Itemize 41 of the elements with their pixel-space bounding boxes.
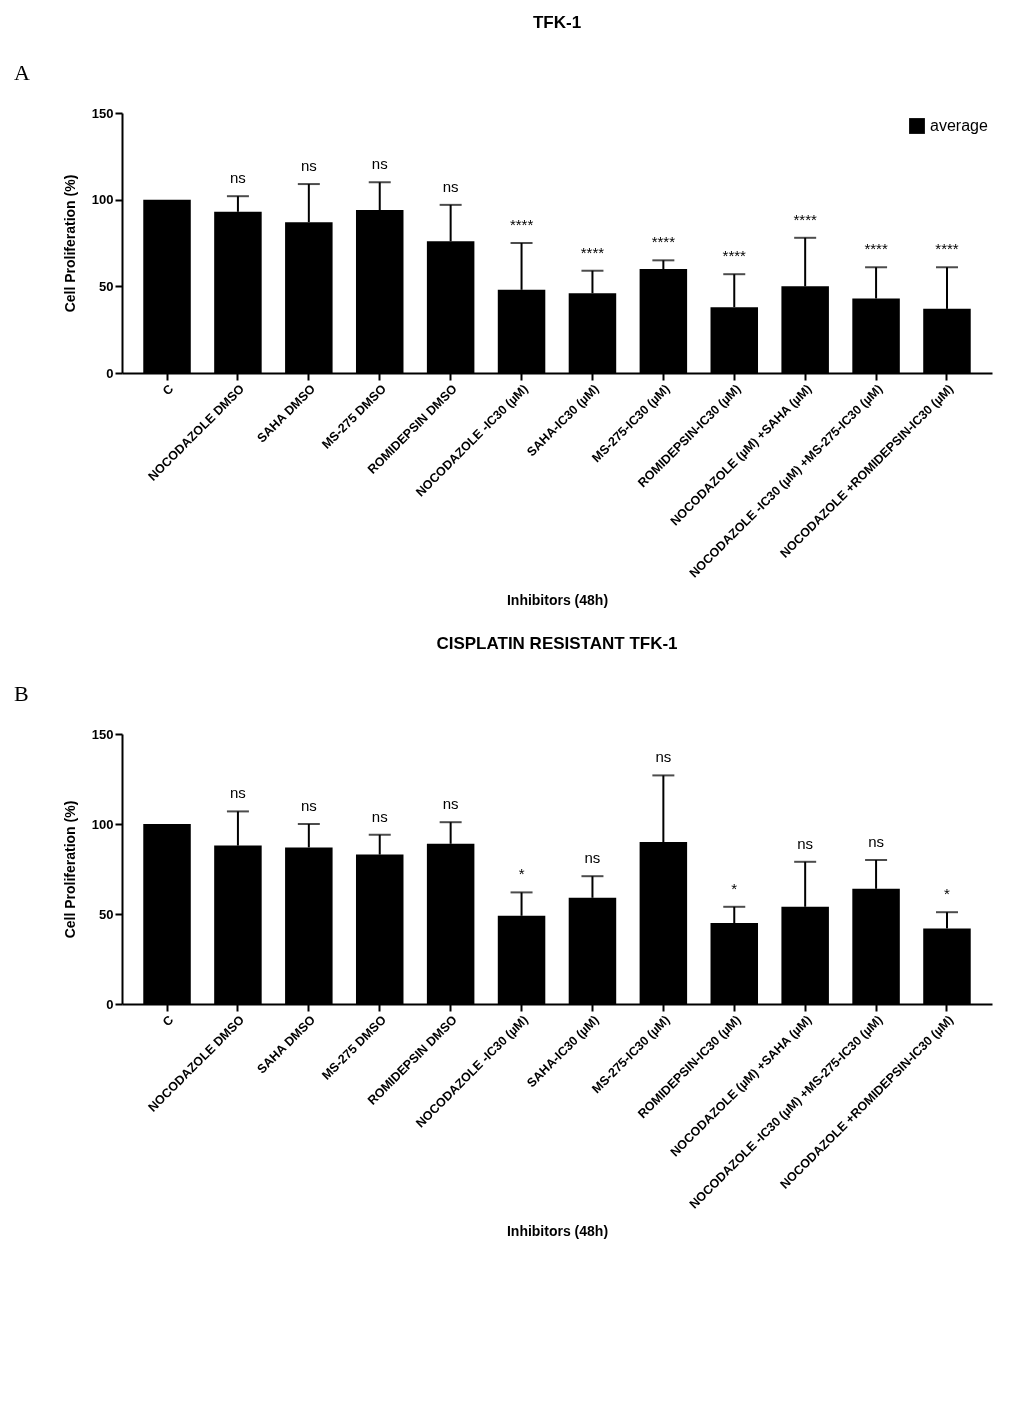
annotation: **** (509, 216, 534, 233)
annotation: ns (371, 155, 388, 173)
y-tick-label: 50 (99, 906, 114, 922)
annotation: ns (868, 833, 884, 850)
annotation: ns (371, 807, 388, 825)
text: A (14, 60, 30, 85)
annotation: ns (230, 169, 246, 187)
legend-label: average (930, 117, 988, 134)
annotation: ns (300, 797, 317, 814)
y-tick-label: 0 (106, 996, 114, 1012)
annotation: * (944, 885, 951, 903)
annotation: ns (655, 748, 672, 766)
annotation: ns (442, 177, 459, 195)
annotation: ns (797, 834, 814, 852)
y-tick-label: 150 (91, 726, 114, 742)
annotation: **** (580, 243, 605, 261)
y-axis-title: Cell Proliferation (%) (61, 174, 78, 313)
annotation: **** (793, 210, 817, 228)
x-axis-title: Inhibitors (48h) (506, 1222, 609, 1239)
x-axis-title: Inhibitors (48h) (506, 591, 609, 608)
x-tick-label: C (159, 1012, 177, 1030)
y-tick-label: 0 (106, 365, 114, 381)
annotation: **** (651, 233, 676, 251)
annotation: **** (864, 240, 888, 258)
text: B (14, 681, 29, 706)
annotation: * (518, 865, 525, 883)
chart-title: CISPLATIN RESISTANT TFK-1 (436, 634, 678, 653)
chart-title: TFK-1 (532, 13, 582, 32)
y-tick-label: 150 (91, 105, 114, 121)
annotation: * (731, 879, 738, 897)
annotation: ns (584, 849, 601, 867)
y-tick-label: 50 (99, 278, 114, 294)
y-tick-label: 100 (91, 192, 114, 208)
annotation: ns (442, 795, 459, 813)
annotation: **** (722, 247, 747, 265)
annotation: ns (300, 157, 317, 175)
y-tick-label: 100 (91, 816, 114, 832)
annotation: ns (230, 784, 246, 802)
x-tick-label: C (159, 381, 177, 399)
y-axis-title: Cell Proliferation (%) (61, 800, 78, 939)
annotation: **** (935, 240, 959, 258)
